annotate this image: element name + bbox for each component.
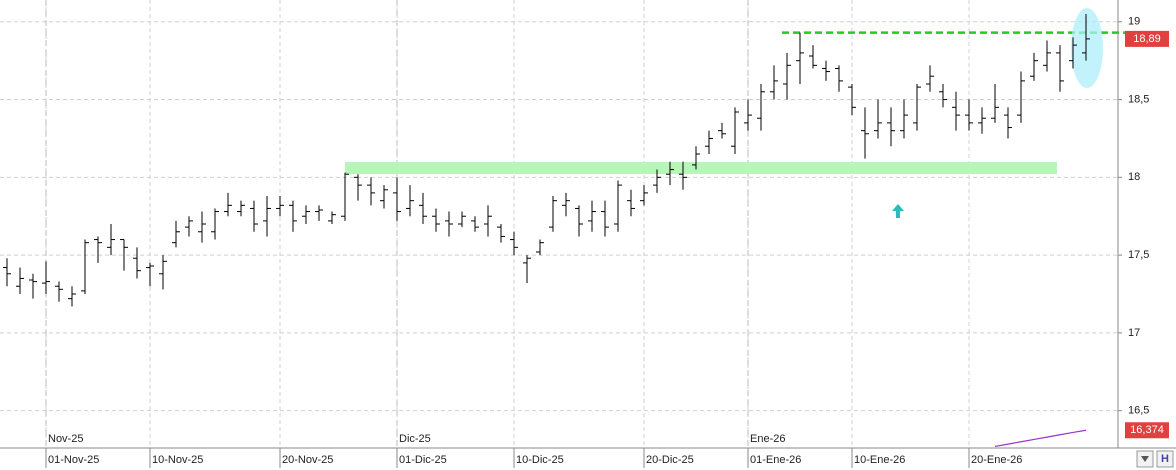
indicator-line bbox=[994, 429, 1087, 448]
x-tick-label: 10-Dic-25 bbox=[516, 454, 564, 466]
x-tick-label: 01-Nov-25 bbox=[48, 454, 99, 466]
close-tag: 18,89 bbox=[1133, 33, 1161, 45]
x-tick-label: 01-Ene-26 bbox=[750, 454, 801, 466]
y-tick-label: 16,5 bbox=[1128, 405, 1149, 417]
close-tag-box bbox=[1125, 30, 1169, 47]
indicator-tag: 16,374 bbox=[1130, 424, 1164, 436]
home-icon: H bbox=[1161, 453, 1169, 465]
x-tick-label: 20-Dic-25 bbox=[646, 454, 694, 466]
support-band bbox=[345, 162, 1057, 174]
x-tick-label: 10-Nov-25 bbox=[152, 454, 203, 466]
up-arrow bbox=[892, 204, 904, 218]
indicator-tag-box bbox=[1125, 422, 1169, 439]
x-tick-label: 10-Ene-26 bbox=[854, 454, 905, 466]
home-button[interactable] bbox=[1156, 450, 1174, 468]
period-label: Ene-26 bbox=[750, 433, 785, 445]
grid-layer bbox=[0, 0, 1118, 448]
x-tick-label: 20-Nov-25 bbox=[282, 454, 333, 466]
nav-icon bbox=[1141, 456, 1149, 462]
y-tick-label: 18 bbox=[1128, 171, 1140, 183]
y-tick-label: 17,5 bbox=[1128, 249, 1149, 261]
mark-layer bbox=[3, 14, 1090, 448]
highlight-ellipse bbox=[1071, 8, 1103, 88]
period-label: Nov-25 bbox=[48, 433, 83, 445]
x-tick-label: 01-Dic-25 bbox=[399, 454, 447, 466]
y-tick-label: 19 bbox=[1128, 16, 1140, 28]
x-tick-label: 20-Ene-26 bbox=[971, 454, 1022, 466]
y-tick-label: 17 bbox=[1128, 327, 1140, 339]
y-tick-label: 18,5 bbox=[1128, 93, 1149, 105]
period-label: Dic-25 bbox=[399, 433, 431, 445]
